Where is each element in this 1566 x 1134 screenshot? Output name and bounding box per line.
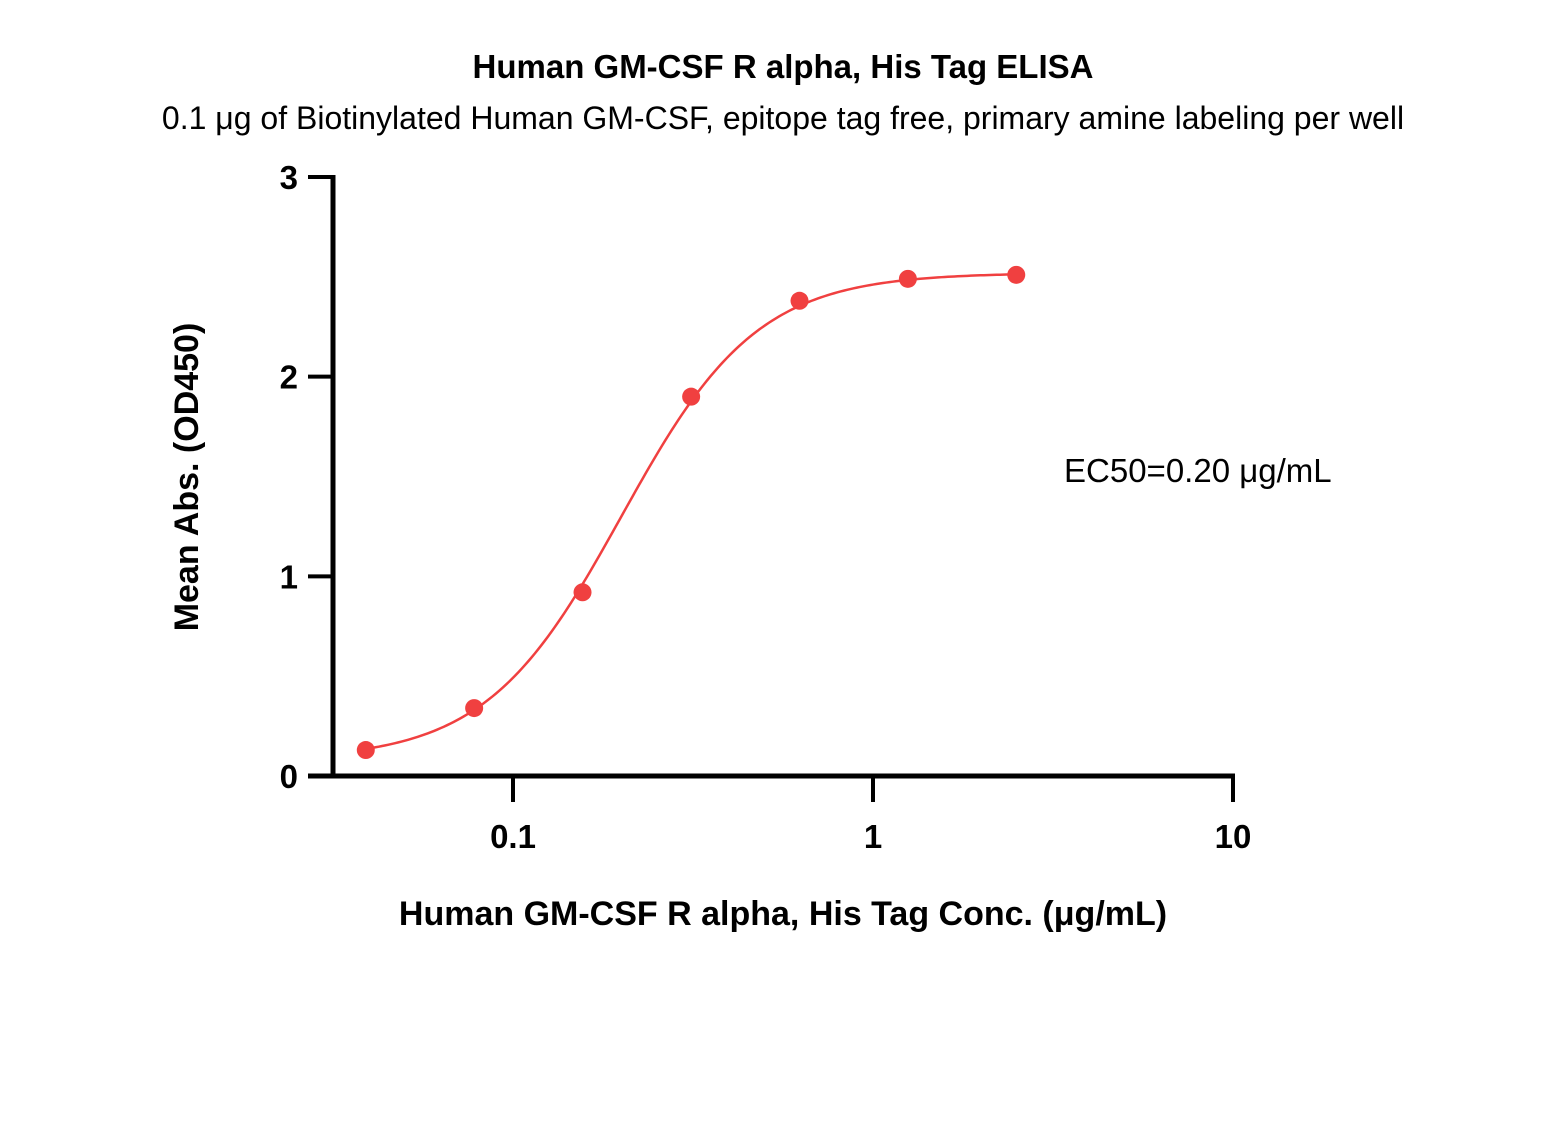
x-tick-label-10: 10 [1215,818,1252,855]
y-tick-label-0: 0 [280,758,298,795]
data-point [465,699,484,718]
axes: 0 1 2 3 0.1 1 10 [280,159,1252,855]
x-tick-label-0.1: 0.1 [490,818,536,855]
x-axis-title: Human GM-CSF R alpha, His Tag Conc. (μg/… [399,895,1167,933]
data-point [573,583,592,602]
y-axis-title: Mean Abs. (OD450) [168,323,206,632]
data-point [790,291,809,310]
y-tick-label-2: 2 [280,359,298,396]
data-point [1007,265,1026,284]
data-point [682,387,701,406]
y-tick-label-1: 1 [280,558,298,595]
data-point [898,269,917,288]
chart-subtitle: 0.1 μg of Biotinylated Human GM-CSF, epi… [161,100,1405,136]
data-point [356,741,375,760]
fit-curve-layer [365,273,1017,751]
x-tick-label-1: 1 [864,818,882,855]
fit-curve [365,273,1017,751]
chart-title: Human GM-CSF R alpha, His Tag ELISA [472,48,1094,85]
y-tick-label-3: 3 [280,159,298,196]
ec50-annotation: EC50=0.20 μg/mL [1064,452,1332,489]
data-points-layer [356,265,1026,760]
